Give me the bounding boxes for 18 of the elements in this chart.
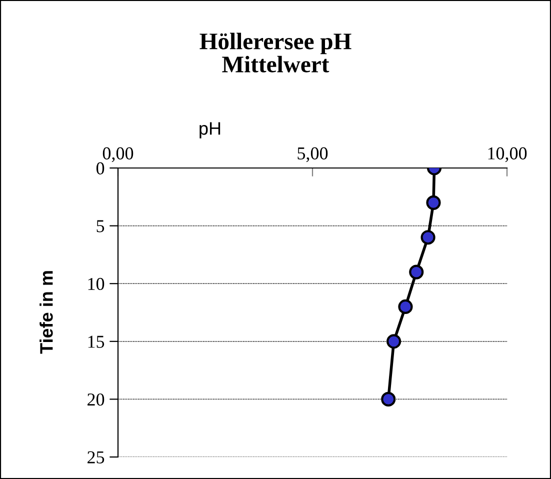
chart-title: Höllerersee pH Mittelwert <box>200 32 352 72</box>
y-tick-label: 25 <box>88 451 104 464</box>
y-tick-label: 0 <box>96 162 104 174</box>
point <box>409 264 424 280</box>
y-tick-label: 5 <box>96 220 104 232</box>
y-tick-label: 15 <box>88 336 104 348</box>
point <box>381 392 396 406</box>
y-tick-label: 10 <box>88 278 104 290</box>
point <box>420 230 436 245</box>
point <box>386 334 402 349</box>
point <box>398 299 413 314</box>
x-tick-label: 0,00 <box>102 147 134 162</box>
y-axis-title: Tiefe in m <box>40 271 53 354</box>
x-tick-label: 10,00 <box>488 147 527 162</box>
y-tick-label: 20 <box>88 393 104 406</box>
x-axis-title: pH <box>200 122 220 138</box>
point <box>426 195 441 210</box>
x-tick-label: 5,00 <box>298 147 328 162</box>
